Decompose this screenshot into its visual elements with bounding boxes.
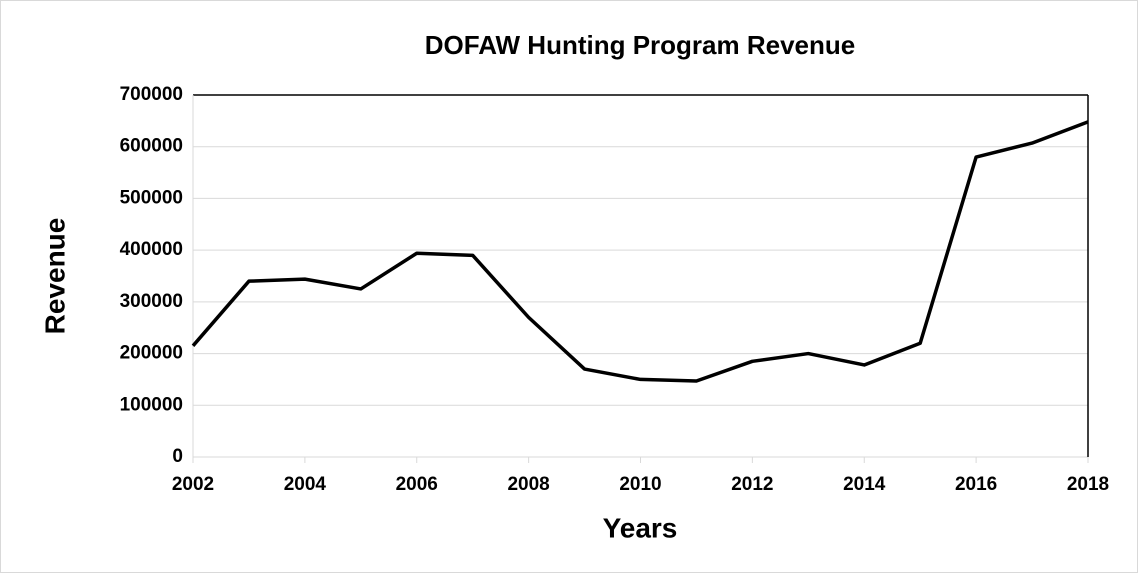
x-tick-label: 2008 [507, 474, 549, 495]
x-tick-label: 2014 [843, 474, 886, 495]
data-line [191, 120, 1089, 383]
y-tick-label: 700000 [120, 84, 183, 105]
chart-title: DOFAW Hunting Program Revenue [425, 30, 856, 60]
x-tick-label: 2012 [731, 474, 773, 495]
x-tick-label: 2006 [396, 474, 438, 495]
y-tick-label: 100000 [120, 394, 183, 415]
y-tick-label: 200000 [120, 343, 183, 364]
x-tick-label: 2016 [955, 474, 997, 495]
x-axis-label: Years [603, 512, 678, 543]
y-tick-label: 600000 [120, 136, 183, 157]
x-tick-label: 2002 [172, 474, 214, 495]
x-tick-label: 2010 [619, 474, 661, 495]
y-tick-label: 500000 [120, 187, 183, 208]
x-tick-label: 2004 [284, 474, 327, 495]
y-tick-label: 400000 [120, 239, 183, 260]
x-tick-label: 2018 [1067, 474, 1109, 495]
y-tick-label: 0 [172, 446, 183, 467]
y-tick-label: 300000 [120, 291, 183, 312]
y-axis-label: Revenue [39, 218, 70, 335]
